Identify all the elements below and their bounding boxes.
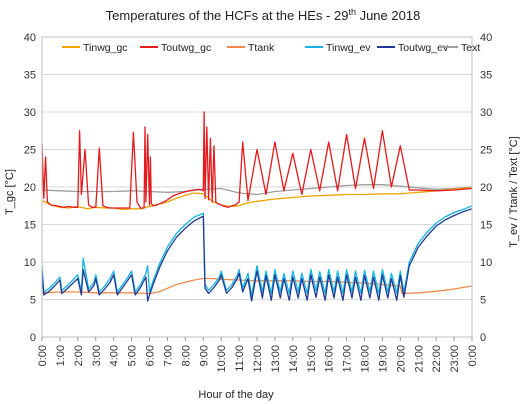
x-tick-label: 6:00 — [145, 345, 157, 366]
y-left-tick-label: 5 — [30, 295, 36, 307]
y-axis-left-label: T_gc [°C] — [4, 169, 16, 215]
x-tick-label: 1:00 — [55, 345, 67, 366]
series-line-tinwg_ev — [41, 205, 473, 297]
legend-label: Tinwg_gc — [83, 42, 128, 54]
y-left-tick-label: 10 — [24, 257, 36, 269]
x-tick-label: 11:00 — [234, 345, 246, 372]
x-tick-label: 9:00 — [198, 345, 210, 366]
x-tick-label: 0:00 — [37, 345, 49, 366]
x-tick-label: 7:00 — [162, 345, 174, 366]
x-tick-label: 10:00 — [216, 345, 228, 373]
y-left-tick-label: 0 — [30, 332, 36, 344]
chart-title: Temperatures of the HCFs at the HEs - 29… — [106, 7, 421, 23]
x-tick-label: 23:00 — [449, 345, 461, 373]
series-layer — [41, 111, 473, 302]
x-tick-label: 22:00 — [431, 345, 443, 373]
series-line-toutwg_ev — [41, 208, 473, 302]
y-right-tick-label: 25 — [480, 145, 492, 157]
legend-label: Ttank — [248, 42, 275, 54]
x-axis-label: Hour of the day — [198, 389, 274, 401]
x-tick-label: 13:00 — [270, 345, 282, 373]
y-right-tick-label: 30 — [480, 107, 492, 119]
x-tick-label: 21:00 — [413, 345, 425, 373]
y-right-tick-label: 5 — [480, 295, 486, 307]
chart-title-main: Temperatures of the HCFs at the HEs - 29 — [106, 8, 349, 23]
x-tick-label: 15:00 — [306, 345, 318, 373]
y-left-tick-label: 30 — [24, 107, 36, 119]
y-right-tick-label: 10 — [480, 257, 492, 269]
series-line-toutwg_gc — [41, 111, 473, 209]
x-tick-label: 3:00 — [91, 345, 103, 366]
x-tick-label: 18:00 — [360, 345, 372, 373]
x-tick-label: 0:00 — [467, 345, 479, 366]
x-tick-label: 5:00 — [127, 345, 139, 366]
series-line-tinwg_gc — [41, 187, 473, 211]
legend: Tinwg_gc Toutwg_gc Ttank Tinwg_ev Toutwg_ev T… — [62, 42, 480, 54]
x-tick-label: 2:00 — [73, 345, 85, 366]
x-tick-label: 12:00 — [252, 345, 264, 373]
x-tick-label: 8:00 — [180, 345, 192, 366]
axes: 0 0 5 5 10 10 15 15 20 20 25 25 30 30 35 35 40 40 0:00 1:00… — [24, 32, 493, 373]
x-tick-label: 4:00 — [109, 345, 121, 366]
y-right-tick-label: 35 — [480, 70, 492, 82]
y-left-tick-label: 35 — [24, 70, 36, 82]
legend-label: Toutwg_gc — [161, 42, 211, 54]
y-left-tick-label: 40 — [24, 32, 36, 44]
legend-label: Tinwg_ev — [326, 42, 371, 54]
x-tick-label: 14:00 — [288, 345, 300, 373]
y-left-tick-label: 25 — [24, 145, 36, 157]
y-right-tick-label: 20 — [480, 182, 492, 194]
y-left-tick-label: 20 — [24, 182, 36, 194]
series-line-ttank — [41, 277, 473, 295]
series-line-text — [41, 184, 473, 196]
y-right-tick-label: 15 — [480, 220, 492, 232]
x-tick-label: 19:00 — [377, 345, 389, 373]
y-axis-right-label: T_ev / Ttank / Text [°C] — [508, 136, 520, 248]
x-tick-label: 20:00 — [395, 345, 407, 373]
y-left-tick-label: 15 — [24, 220, 36, 232]
y-right-tick-label: 40 — [480, 32, 492, 44]
chart-title-tail: June 2018 — [356, 8, 420, 23]
x-tick-label: 17:00 — [342, 345, 354, 373]
legend-label: Toutwg_ev — [398, 42, 449, 54]
y-right-tick-label: 0 — [480, 332, 486, 344]
legend-label: Text — [461, 42, 480, 54]
x-tick-label: 16:00 — [324, 345, 336, 373]
chart-title-superscript: th — [348, 7, 356, 17]
